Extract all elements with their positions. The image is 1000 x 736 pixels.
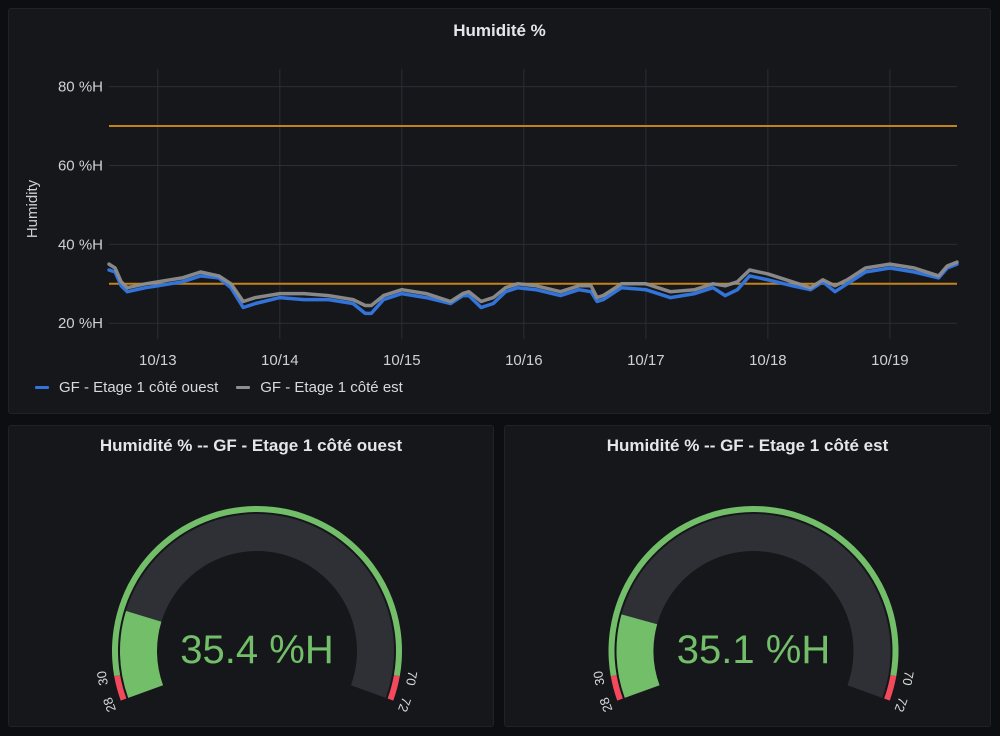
gauge-value-arc — [120, 610, 164, 698]
legend-item-est[interactable]: GF - Etage 1 côté est — [236, 379, 403, 396]
humidity-graph-panel: Humidité % 20 %H 40 %H 60 %H 80 %H 10/13 10/1… — [8, 8, 991, 414]
gauge-low-threshold-label: 30 — [590, 670, 607, 687]
x-tick-label: 10/17 — [627, 352, 665, 369]
x-tick-label: 10/13 — [139, 352, 177, 369]
series-line-est[interactable] — [107, 260, 959, 308]
gauge-panel-ouest: Humidité % -- GF - Etage 1 côté ouest 35… — [8, 425, 494, 727]
gauge-track — [119, 514, 394, 698]
threshold-arc-high — [884, 675, 897, 701]
humidity-line-chart[interactable]: 20 %H 40 %H 60 %H 80 %H 10/13 10/14 10/15 10/16… — [9, 49, 990, 409]
gauge-max-label: 72 — [395, 695, 414, 714]
x-tick-label: 10/15 — [383, 352, 421, 369]
gauge-high-threshold-label: 70 — [403, 670, 420, 687]
gauge-min-label: 28 — [596, 695, 615, 714]
gauge-value: 35.4 %H — [180, 628, 333, 672]
threshold-arc-low — [610, 675, 623, 701]
y-tick-label: 60 %H — [58, 157, 103, 174]
panel-title[interactable]: Humidité % -- GF - Etage 1 côté est — [606, 436, 889, 455]
gauge-low-threshold-label: 30 — [94, 670, 111, 687]
panel-title[interactable]: Humidité % -- GF - Etage 1 côté ouest — [99, 436, 403, 455]
legend-swatch-ouest — [35, 386, 49, 389]
gauge-track — [616, 514, 891, 698]
humidity-gauge-est: 35.1 %H 28 30 70 72 — [590, 506, 917, 714]
x-tick-label: 10/16 — [505, 352, 543, 369]
y-tick-label: 20 %H — [58, 315, 103, 332]
gauge-min-label: 28 — [100, 695, 119, 714]
chart-legend: GF - Etage 1 côté ouest GF - Etage 1 côt… — [35, 379, 403, 396]
threshold-arc-high — [387, 675, 400, 701]
y-tick-label: 80 %H — [58, 79, 103, 96]
legend-item-ouest[interactable]: GF - Etage 1 côté ouest — [35, 379, 218, 396]
gauge-high-threshold-label: 70 — [900, 670, 917, 687]
gauge-value: 35.1 %H — [677, 628, 830, 672]
y-axis-label: Humidity — [24, 179, 41, 238]
y-tick-label: 40 %H — [58, 236, 103, 253]
legend-label-est: GF - Etage 1 côté est — [260, 379, 403, 396]
x-tick-label: 10/19 — [871, 352, 909, 369]
gauge-value-arc — [616, 614, 660, 698]
threshold-arc-low — [114, 675, 127, 701]
gauge-max-label: 72 — [892, 695, 911, 714]
humidity-gauge-ouest: 35.4 %H 28 30 70 72 — [94, 506, 420, 714]
gauge-panel-est: Humidité % -- GF - Etage 1 côté est 35.1… — [504, 425, 991, 727]
x-tick-label: 10/14 — [261, 352, 299, 369]
panel-title[interactable]: Humidité % — [453, 21, 546, 40]
legend-label-ouest: GF - Etage 1 côté ouest — [59, 379, 219, 396]
x-tick-label: 10/18 — [749, 352, 787, 369]
legend-swatch-est — [236, 386, 251, 389]
